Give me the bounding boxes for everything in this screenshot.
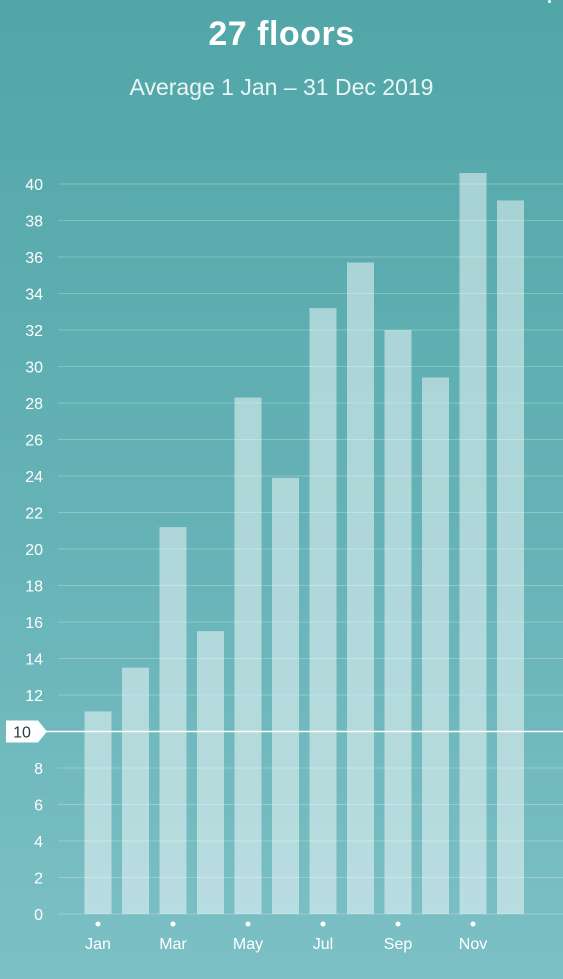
bar-jan [84,711,112,914]
bar-jun [272,477,299,914]
y-tick-label: 40 [25,177,43,194]
y-tick-label: 16 [25,615,43,632]
chart-subtitle: Average 1 Jan – 31 Dec 2019 [129,74,434,100]
y-tick-label: 6 [34,798,43,815]
bar-mar [159,527,187,914]
y-tick-label: 12 [25,688,43,705]
bar-oct [422,377,449,914]
x-tick-dot [320,921,326,927]
x-tick-label: Mar [159,936,187,953]
chart-title: 27 floors [208,15,355,53]
chart-header: 27 floors Average 1 Jan – 31 Dec 2019 [0,0,563,101]
status-indicator-dot [548,0,551,3]
bar-apr [197,631,224,914]
y-tick-label: 28 [25,396,43,413]
bar-feb [122,667,149,914]
y-tick-label: 36 [25,250,43,267]
y-tick-label: 32 [25,323,43,340]
y-tick-label: 8 [34,761,43,778]
bar-aug [347,262,374,915]
y-tick-label: 18 [25,579,43,596]
y-tick-label: 38 [25,214,43,231]
x-tick-dot [95,921,101,927]
bar-nov [459,173,487,915]
y-tick-label: 30 [25,360,43,377]
y-tick-label: 2 [34,871,43,888]
bar-jul [309,308,337,915]
y-tick-label: 24 [25,469,43,486]
x-tick-label: Sep [384,936,413,953]
x-tick-label: Jan [85,936,111,953]
y-tick-label: 34 [25,287,43,304]
y-tick-label: 4 [34,834,43,851]
reference-label-badge [6,720,47,743]
y-tick-label: 14 [25,652,43,669]
y-tick-label: 0 [34,907,43,924]
y-tick-label: 20 [25,542,43,559]
x-tick-dot [470,921,476,927]
x-tick-dot [395,921,401,927]
y-tick-label: 22 [25,506,43,523]
x-tick-label: May [233,936,263,953]
x-tick-label: Jul [313,936,333,953]
x-tick-dot [245,921,251,927]
reference-label: 10 [13,725,31,742]
bar-sep [384,330,412,914]
bar-dec [497,200,524,915]
x-tick-dot [170,921,176,927]
x-tick-label: Nov [459,936,487,953]
y-tick-label: 26 [25,433,43,450]
bar-may [234,397,262,914]
